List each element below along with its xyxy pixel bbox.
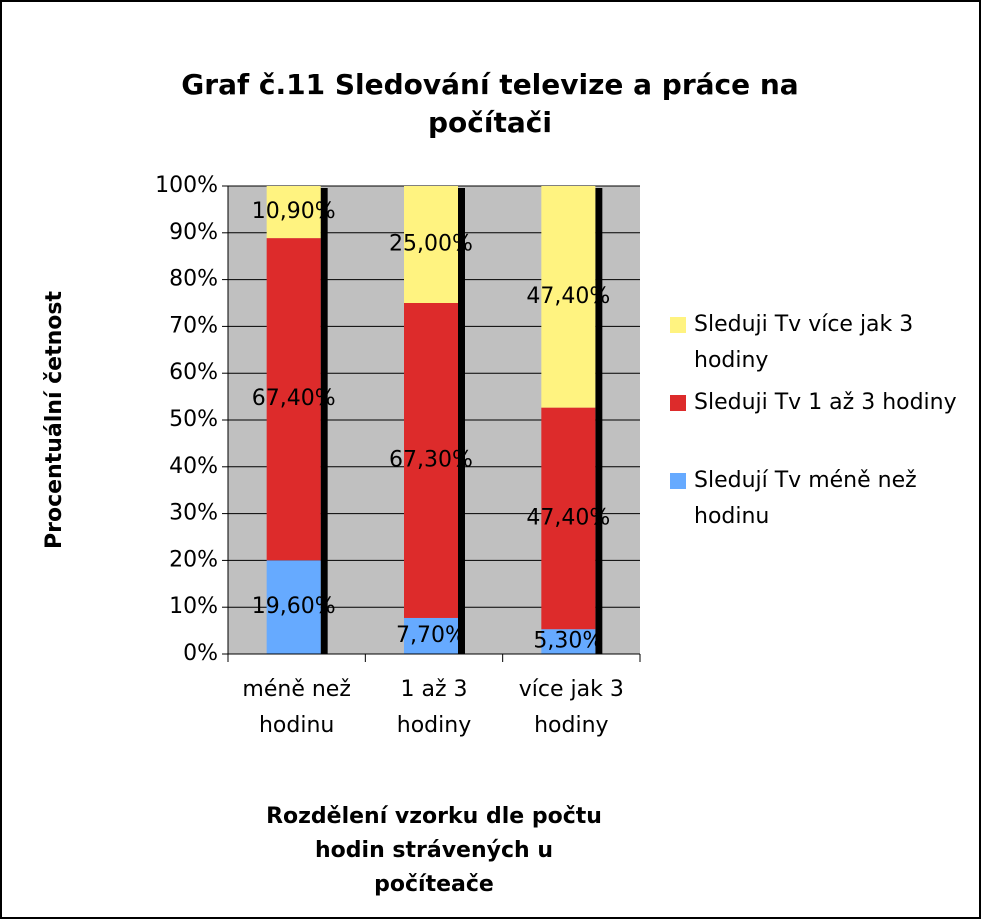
data-label: 67,40% [252, 386, 336, 411]
data-label: 7,70% [396, 623, 466, 648]
y-tick-label: 30% [169, 501, 218, 526]
bar-shadow [595, 188, 603, 654]
x-tick-label: 1 až 3 hodiny [396, 677, 472, 738]
bar-segment [266, 238, 321, 561]
y-tick-label: 80% [169, 267, 218, 292]
data-label: 10,90% [252, 199, 336, 224]
bar-segment [404, 186, 458, 303]
bar-segment [541, 186, 596, 408]
bar-segment [404, 617, 458, 654]
y-tick-label: 90% [169, 220, 218, 245]
bar-segment [541, 407, 596, 630]
y-tick-label: 40% [169, 454, 218, 479]
y-tick-label: 10% [169, 594, 218, 619]
y-tick-label: 100% [155, 173, 218, 198]
bar-shadow [458, 188, 465, 654]
y-tick-label: 0% [183, 641, 218, 666]
data-label: 5,30% [533, 629, 603, 654]
y-tick-label: 20% [169, 547, 218, 572]
y-tick-label: 70% [169, 313, 218, 338]
bar-shadow [320, 188, 328, 654]
data-label: 47,40% [526, 505, 610, 530]
data-label: 67,30% [389, 447, 473, 472]
legend-label: Sleduji Tv více jak 3 hodiny [694, 312, 914, 373]
legend-swatch [670, 317, 686, 333]
data-label: 47,40% [526, 284, 610, 309]
x-tick-label: méně než hodinu [242, 677, 351, 738]
legend-swatch [670, 473, 686, 489]
y-tick-label: 60% [169, 360, 218, 385]
bar-segment [266, 186, 321, 239]
legend-label: Sledují Tv méně než hodinu [694, 468, 917, 529]
legend-swatch [670, 395, 686, 411]
bar-segment [404, 303, 458, 618]
x-tick-label: více jak 3 hodiny [518, 677, 624, 738]
bar-segment [541, 629, 596, 654]
chart-title: Graf č.11 Sledování televize a práce na … [181, 68, 799, 139]
y-axis-title: Procentuální četnost [42, 291, 67, 549]
y-tick-label: 50% [169, 407, 218, 432]
x-axis-title: Rozdělení vzorku dle počtu hodin stráven… [266, 804, 602, 897]
legend-label: Sleduji Tv 1 až 3 hodiny [694, 390, 957, 415]
data-label: 25,00% [389, 232, 473, 257]
bar-segment [266, 560, 321, 654]
data-label: 19,60% [252, 594, 336, 619]
